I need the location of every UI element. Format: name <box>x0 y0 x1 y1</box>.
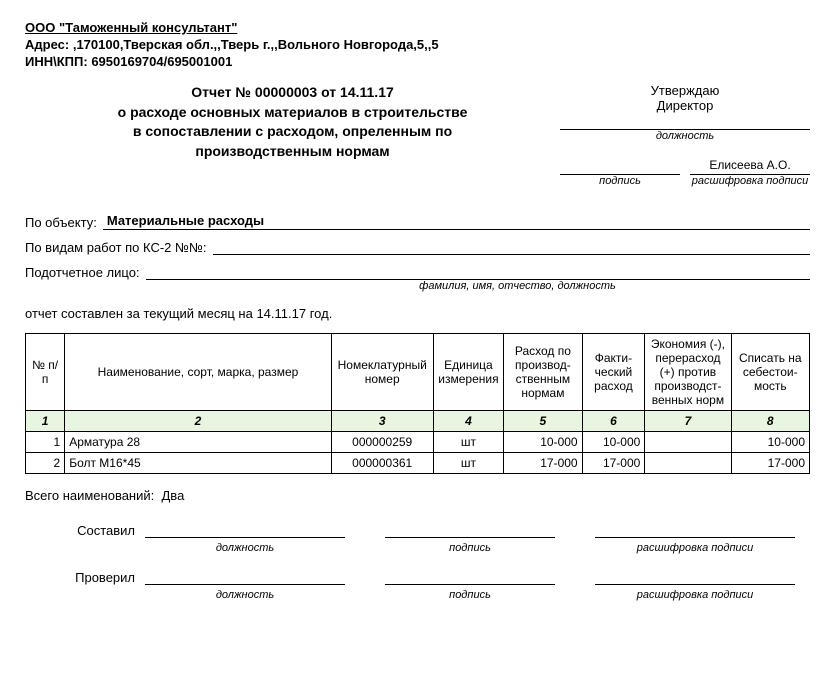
table-cell: Арматура 28 <box>65 432 332 453</box>
table-header-cell: Наименование, сорт, марка, размер <box>65 334 332 411</box>
table-cell: 2 <box>26 453 65 474</box>
approve-signature-line <box>560 158 680 175</box>
table-header-cell: Номеклатурный номер <box>331 334 433 411</box>
approve-role: Директор <box>560 98 810 113</box>
table-cell: 10-000 <box>582 432 645 453</box>
table-header-cell: Факти-ческий расход <box>582 334 645 411</box>
table-row: 2Болт М16*45000000361шт17-00017-00017-00… <box>26 453 810 474</box>
table-cell: 17-000 <box>504 453 582 474</box>
table-cell: 000000361 <box>331 453 433 474</box>
table-cell <box>645 432 731 453</box>
table-cell: 17-000 <box>582 453 645 474</box>
table-cell: 10-000 <box>504 432 582 453</box>
table-cell: 17-000 <box>731 453 809 474</box>
table-colnum-cell: 1 <box>26 411 65 432</box>
table-colnum-cell: 5 <box>504 411 582 432</box>
field-person-caption: фамилия, имя, отчество, должность <box>225 280 810 292</box>
org-header: ООО "Таможенный консультант" Адрес: ,170… <box>25 20 810 69</box>
check-signature-line <box>385 568 555 585</box>
table-colnum-cell: 3 <box>331 411 433 432</box>
field-object-value: Материальные расходы <box>103 213 810 230</box>
check-label: Проверил <box>25 570 145 585</box>
field-person: Подотчетное лицо: <box>25 263 810 280</box>
totals-line: Всего наименований: Два <box>25 488 810 503</box>
table-cell: 1 <box>26 432 65 453</box>
compose-position-line <box>145 521 345 538</box>
compose-label: Составил <box>25 523 145 538</box>
field-works: По видам работ по КС-2 №№: <box>25 238 810 255</box>
table-colnum-cell: 2 <box>65 411 332 432</box>
field-works-value <box>213 238 810 255</box>
table-header-cell: Списать на себестои-мость <box>731 334 809 411</box>
materials-table: № п/пНаименование, сорт, марка, размерНо… <box>25 333 810 474</box>
table-header-cell: № п/п <box>26 334 65 411</box>
table-cell: 000000259 <box>331 432 433 453</box>
table-colnum-cell: 7 <box>645 411 731 432</box>
org-inn: ИНН\КПП: 6950169704/695001001 <box>25 54 810 69</box>
report-title: Отчет № 00000003 от 14.11.17 о расходе о… <box>25 83 560 187</box>
approval-block: Утверждаю Директор должность подпись Ели… <box>560 83 810 187</box>
table-cell: Болт М16*45 <box>65 453 332 474</box>
check-position-line <box>145 568 345 585</box>
check-name-line <box>595 568 795 585</box>
compose-signature-line <box>385 521 555 538</box>
period-line: отчет составлен за текущий месяц на 14.1… <box>25 306 810 321</box>
table-header-row: № п/пНаименование, сорт, марка, размерНо… <box>26 334 810 411</box>
table-cell: 10-000 <box>731 432 809 453</box>
table-row: 1Арматура 28000000259шт10-00010-00010-00… <box>26 432 810 453</box>
table-header-cell: Расход по производ-ственным нормам <box>504 334 582 411</box>
bottom-signatures: Составил должность подпись расшифровка п… <box>25 521 810 601</box>
table-colnum-row: 12345678 <box>26 411 810 432</box>
table-header-cell: Единица измерения <box>433 334 504 411</box>
field-object: По объекту: Материальные расходы <box>25 213 810 230</box>
table-colnum-cell: 6 <box>582 411 645 432</box>
org-address: Адрес: ,170100,Тверская обл.,,Тверь г.,,… <box>25 37 810 52</box>
approve-position-line <box>560 113 810 130</box>
approve-signature-row: подпись Елисеева А.О. расшифровка подпис… <box>560 158 810 187</box>
approve-position-caption: должность <box>560 130 810 142</box>
table-cell: шт <box>433 453 504 474</box>
compose-name-line <box>595 521 795 538</box>
table-header-cell: Экономия (-), перерасход (+) против прои… <box>645 334 731 411</box>
table-cell: шт <box>433 432 504 453</box>
approve-name: Елисеева А.О. <box>690 158 810 175</box>
field-person-value <box>146 263 810 280</box>
title-row: Отчет № 00000003 от 14.11.17 о расходе о… <box>25 83 810 187</box>
table-colnum-cell: 4 <box>433 411 504 432</box>
approve-word: Утверждаю <box>560 83 810 98</box>
table-cell <box>645 453 731 474</box>
org-name: ООО "Таможенный консультант" <box>25 20 810 35</box>
table-colnum-cell: 8 <box>731 411 809 432</box>
